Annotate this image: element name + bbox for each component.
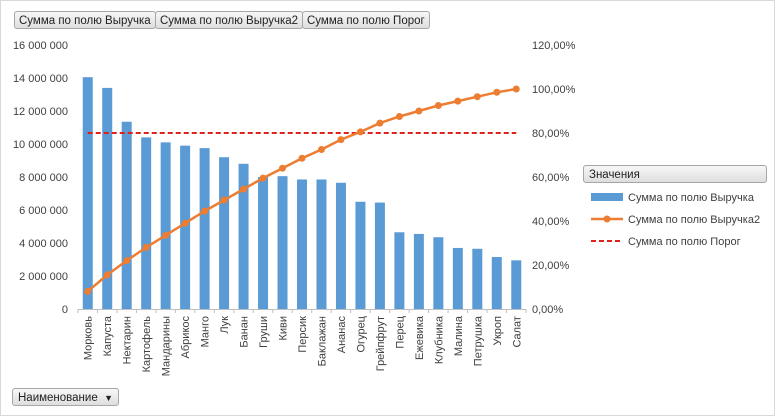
category-label: Киви [278, 316, 290, 341]
category-label: Малина [453, 315, 465, 356]
axis-field-label: Наименование [18, 392, 98, 404]
y-left-tick-label: 14 000 000 [13, 73, 68, 85]
cumulative-point [84, 287, 92, 295]
bar-revenue [102, 87, 113, 310]
legend-label: Сумма по полю Выручка2 [628, 214, 760, 226]
category-label: Укроп [492, 316, 504, 346]
cumulative-point [454, 97, 462, 105]
category-label: Петрушка [472, 315, 484, 366]
bar-revenue [258, 177, 269, 309]
legend-label: Сумма по полю Порог [628, 236, 741, 248]
y-left-tick-label: 8 000 000 [19, 172, 68, 184]
bar-revenue [82, 77, 93, 309]
y-right-tick-label: 20,00% [532, 260, 570, 272]
bar-revenue [238, 163, 249, 309]
y-right-tick-label: 40,00% [532, 216, 570, 228]
bar-revenue [335, 182, 346, 309]
bar-revenue [277, 176, 288, 309]
category-label: Нектарин [122, 316, 134, 364]
cumulative-point [240, 185, 248, 193]
cumulative-point [181, 219, 189, 227]
bar-revenue [472, 248, 483, 309]
cumulative-point [337, 136, 345, 144]
category-label: Огурец [355, 315, 367, 352]
y-left-tick-label: 0 [62, 304, 68, 316]
bar-revenue [180, 145, 191, 309]
category-label: Морковь [83, 316, 95, 360]
cumulative-point [123, 257, 131, 265]
category-label: Манго [200, 316, 212, 347]
cumulative-point [493, 88, 501, 96]
category-label: Грейпфрут [375, 316, 387, 371]
category-label: Капуста [102, 315, 114, 356]
cumulative-point [201, 207, 209, 215]
field-button-revenue[interactable]: Сумма по полю Выручка [14, 11, 156, 29]
category-label: Банан [239, 316, 251, 348]
cumulative-point [512, 85, 520, 93]
bar-revenue [316, 179, 327, 309]
field-button-revenue2[interactable]: Сумма по полю Выручка2 [155, 11, 304, 29]
bar-revenue [355, 201, 366, 309]
category-label: Абрикос [180, 316, 192, 359]
y-right-tick-label: 60,00% [532, 172, 570, 184]
y-right-tick-label: 120,00% [532, 40, 576, 52]
legend-label: Сумма по полю Выручка [628, 192, 755, 204]
y-right-tick-label: 80,00% [532, 128, 570, 140]
category-label: Клубника [433, 315, 445, 364]
bar-revenue [141, 137, 152, 309]
y-left-tick-label: 6 000 000 [19, 205, 68, 217]
category-label: Груши [258, 316, 270, 348]
category-label: Лук [219, 316, 231, 334]
cumulative-point [259, 174, 267, 182]
bar-revenue [413, 233, 424, 309]
cumulative-point [103, 271, 111, 279]
bar-revenue [491, 257, 502, 309]
legend-title-button[interactable]: Значения [583, 165, 767, 183]
cumulative-point [162, 231, 170, 239]
category-label: Ежевика [414, 315, 426, 360]
category-label: Перец [394, 315, 406, 348]
bar-revenue [297, 179, 307, 309]
cumulative-point [298, 154, 306, 162]
legend-key-marker [603, 215, 611, 223]
bar-revenue [394, 232, 405, 309]
y-left-tick-label: 10 000 000 [13, 139, 68, 151]
legend-key-bar [591, 193, 623, 201]
category-label: Баклажан [316, 316, 328, 366]
dropdown-arrow-icon[interactable]: ▼ [104, 393, 113, 403]
y-right-tick-label: 100,00% [532, 84, 576, 96]
bar-revenue [452, 247, 463, 309]
cumulative-point [473, 93, 481, 101]
y-left-tick-label: 2 000 000 [19, 271, 68, 283]
cumulative-point [356, 128, 364, 136]
cumulative-point [142, 243, 150, 251]
y-left-tick-label: 16 000 000 [13, 40, 68, 52]
cumulative-point [376, 119, 384, 127]
category-label: Картофель [141, 316, 153, 373]
category-label: Персик [297, 316, 309, 353]
category-label: Мандарины [161, 316, 173, 376]
y-left-tick-label: 12 000 000 [13, 106, 68, 118]
cumulative-point [415, 107, 423, 115]
y-left-tick-label: 4 000 000 [19, 238, 68, 250]
cumulative-point [220, 196, 228, 204]
bar-revenue [121, 121, 132, 309]
category-label: Ананас [336, 316, 348, 354]
y-right-tick-label: 0,00% [532, 304, 563, 316]
cumulative-point [395, 113, 403, 120]
bar-revenue [511, 260, 522, 309]
field-button-threshold[interactable]: Сумма по полю Порог [302, 11, 430, 29]
bar-revenue [374, 202, 385, 309]
bar-revenue [199, 148, 210, 309]
bar-revenue [433, 237, 444, 309]
cumulative-point [434, 102, 442, 109]
axis-field-button[interactable]: Наименование ▼ [12, 388, 119, 406]
bar-revenue [160, 142, 171, 309]
bar-revenue [219, 157, 230, 309]
cumulative-point [317, 146, 325, 153]
category-label: Салат [511, 316, 523, 348]
cumulative-point [279, 164, 287, 172]
